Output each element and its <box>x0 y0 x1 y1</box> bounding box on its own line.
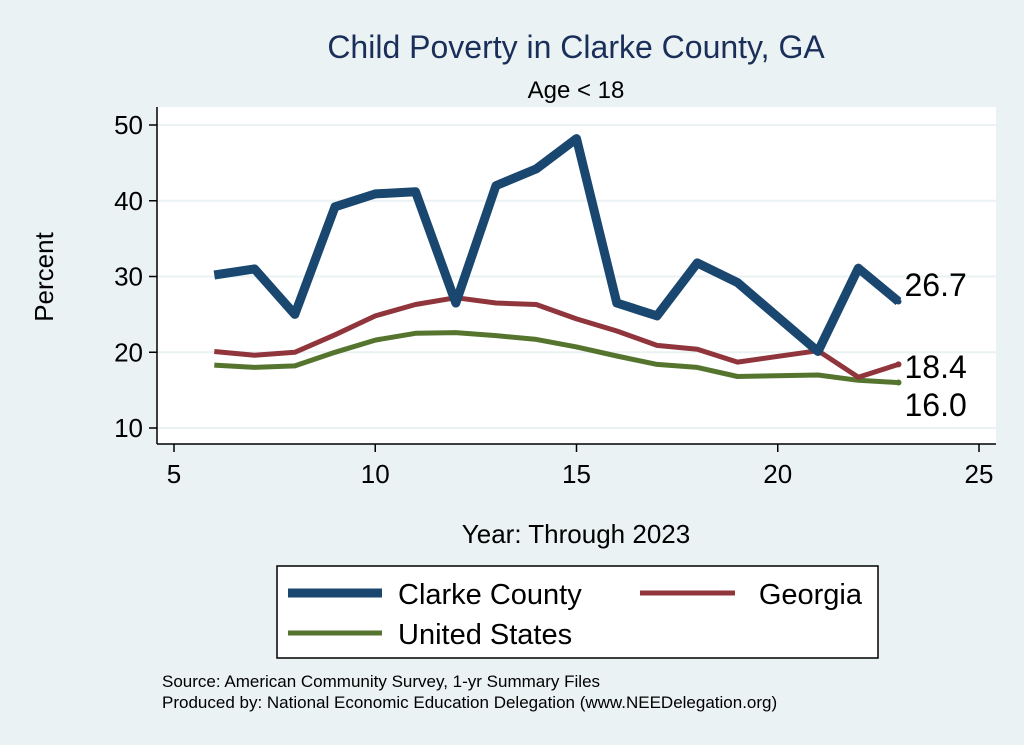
legend-label-georgia: Georgia <box>759 579 863 611</box>
end-label-clarke-county: 26.7 <box>905 267 967 303</box>
series-layer <box>213 134 902 386</box>
end-point-united-states <box>895 379 902 386</box>
chart-subtitle: Age < 18 <box>528 77 625 104</box>
series-line-clarke-county <box>213 134 902 356</box>
axes: 10 20 30 40 50 5 10 15 20 25 <box>114 107 996 489</box>
producer-note: Produced by: National Economic Education… <box>162 693 777 712</box>
y-tick-label: 30 <box>114 262 143 292</box>
y-tick-label: 40 <box>114 186 143 216</box>
y-axis-title: Percent <box>29 231 59 321</box>
y-tick-label: 50 <box>114 110 143 140</box>
end-point-clarke-county <box>895 298 902 305</box>
end-label-georgia: 18.4 <box>905 349 967 385</box>
x-tick-label: 10 <box>361 459 390 489</box>
series-line-georgia <box>214 295 900 380</box>
x-tick-label: 5 <box>167 459 181 489</box>
legend-box <box>276 565 879 659</box>
legend: Clarke County Georgia United States <box>276 565 879 659</box>
legend-label-clarke-county: Clarke County <box>398 579 582 611</box>
x-axis-title: Year: Through 2023 <box>462 519 690 549</box>
chart-title: Child Poverty in Clarke County, GA <box>327 29 825 65</box>
end-label-united-states: 16.0 <box>905 387 967 423</box>
source-note: Source: American Community Survey, 1-yr … <box>162 672 600 691</box>
series-line-united-states <box>214 330 899 386</box>
y-tick-label: 20 <box>114 337 143 367</box>
y-tick-label: 10 <box>114 413 143 443</box>
x-tick-label: 20 <box>763 459 792 489</box>
x-tick-label: 25 <box>965 459 994 489</box>
end-point-georgia <box>895 361 902 368</box>
end-labels: 26.7 18.416.0 <box>905 267 967 423</box>
x-tick-label: 15 <box>562 459 591 489</box>
legend-label-united-states: United States <box>398 619 572 651</box>
